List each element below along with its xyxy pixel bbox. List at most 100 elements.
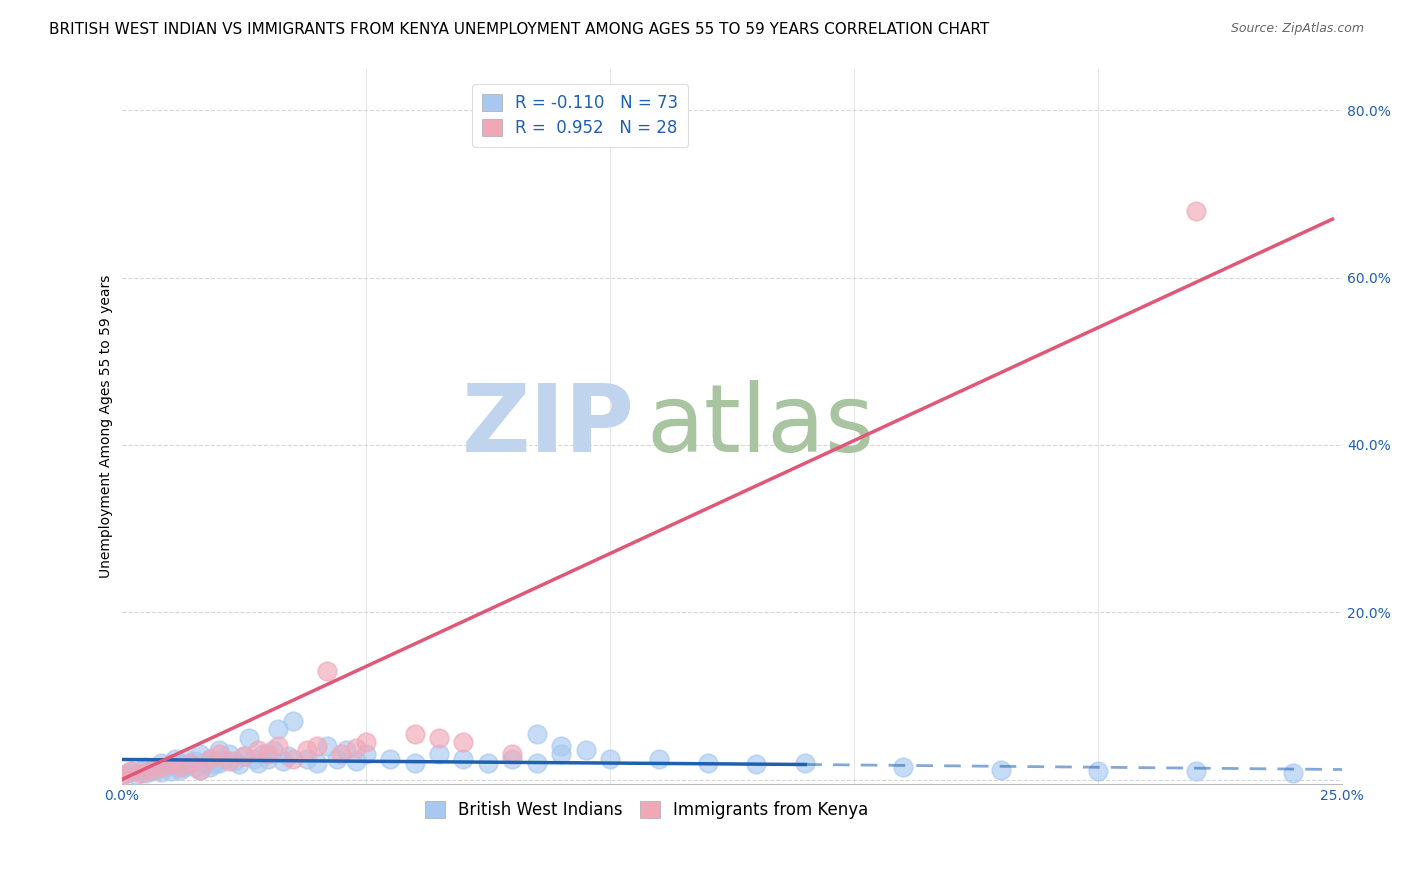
Point: [297, 743, 319, 757]
Point: [344, 740, 367, 755]
Point: [696, 756, 718, 770]
Point: [427, 731, 450, 745]
Point: [145, 763, 167, 777]
Point: [129, 765, 152, 780]
Point: [208, 756, 231, 770]
Point: [222, 754, 245, 768]
Point: [174, 760, 197, 774]
Point: [155, 760, 177, 774]
Point: [354, 747, 377, 762]
Point: [335, 743, 357, 757]
Point: [159, 757, 181, 772]
Point: [344, 754, 367, 768]
Point: [184, 754, 207, 768]
Point: [232, 749, 254, 764]
Point: [238, 731, 260, 745]
Point: [501, 751, 523, 765]
Point: [188, 747, 211, 762]
Point: [315, 664, 337, 678]
Point: [247, 756, 270, 770]
Point: [111, 768, 134, 782]
Point: [169, 763, 191, 777]
Point: [550, 747, 572, 762]
Point: [198, 751, 221, 765]
Point: [891, 760, 914, 774]
Point: [242, 751, 264, 765]
Point: [281, 751, 304, 765]
Point: [129, 763, 152, 777]
Point: [135, 765, 157, 780]
Point: [281, 714, 304, 728]
Point: [198, 751, 221, 765]
Text: BRITISH WEST INDIAN VS IMMIGRANTS FROM KENYA UNEMPLOYMENT AMONG AGES 55 TO 59 YE: BRITISH WEST INDIAN VS IMMIGRANTS FROM K…: [49, 22, 990, 37]
Point: [404, 756, 426, 770]
Point: [1184, 203, 1206, 218]
Point: [208, 747, 231, 762]
Point: [188, 763, 211, 777]
Point: [267, 739, 290, 753]
Point: [212, 751, 235, 765]
Point: [648, 751, 671, 765]
Point: [218, 754, 240, 768]
Text: Source: ZipAtlas.com: Source: ZipAtlas.com: [1230, 22, 1364, 36]
Point: [120, 764, 142, 779]
Point: [1184, 764, 1206, 779]
Point: [330, 747, 353, 762]
Point: [501, 747, 523, 762]
Point: [115, 765, 138, 780]
Point: [120, 764, 142, 779]
Point: [325, 751, 347, 765]
Point: [380, 751, 402, 765]
Point: [305, 739, 328, 753]
Text: ZIP: ZIP: [461, 380, 634, 472]
Y-axis label: Unemployment Among Ages 55 to 59 years: Unemployment Among Ages 55 to 59 years: [100, 275, 114, 578]
Point: [188, 763, 211, 777]
Point: [159, 764, 181, 779]
Point: [453, 735, 475, 749]
Point: [135, 760, 157, 774]
Point: [427, 747, 450, 762]
Point: [404, 726, 426, 740]
Point: [184, 760, 207, 774]
Point: [169, 760, 191, 774]
Point: [271, 754, 294, 768]
Point: [526, 756, 548, 770]
Point: [267, 723, 290, 737]
Point: [257, 747, 280, 762]
Point: [165, 751, 187, 765]
Point: [247, 743, 270, 757]
Point: [179, 756, 201, 770]
Point: [315, 739, 337, 753]
Point: [111, 768, 134, 782]
Point: [277, 749, 299, 764]
Point: [477, 756, 499, 770]
Point: [297, 751, 319, 765]
Point: [794, 756, 817, 770]
Point: [228, 757, 250, 772]
Point: [990, 763, 1012, 777]
Point: [204, 757, 226, 772]
Point: [198, 760, 221, 774]
Point: [169, 756, 191, 770]
Point: [550, 739, 572, 753]
Point: [139, 763, 162, 777]
Point: [1282, 765, 1305, 780]
Text: atlas: atlas: [647, 380, 875, 472]
Point: [149, 756, 172, 770]
Point: [125, 767, 148, 781]
Legend: British West Indians, Immigrants from Kenya: British West Indians, Immigrants from Ke…: [418, 794, 875, 825]
Point: [262, 743, 284, 757]
Point: [159, 757, 181, 772]
Point: [745, 757, 768, 772]
Point: [599, 751, 621, 765]
Point: [1087, 764, 1109, 779]
Point: [526, 726, 548, 740]
Point: [179, 757, 201, 772]
Point: [574, 743, 596, 757]
Point: [194, 756, 217, 770]
Point: [232, 749, 254, 764]
Point: [208, 743, 231, 757]
Point: [218, 747, 240, 762]
Point: [305, 756, 328, 770]
Point: [354, 735, 377, 749]
